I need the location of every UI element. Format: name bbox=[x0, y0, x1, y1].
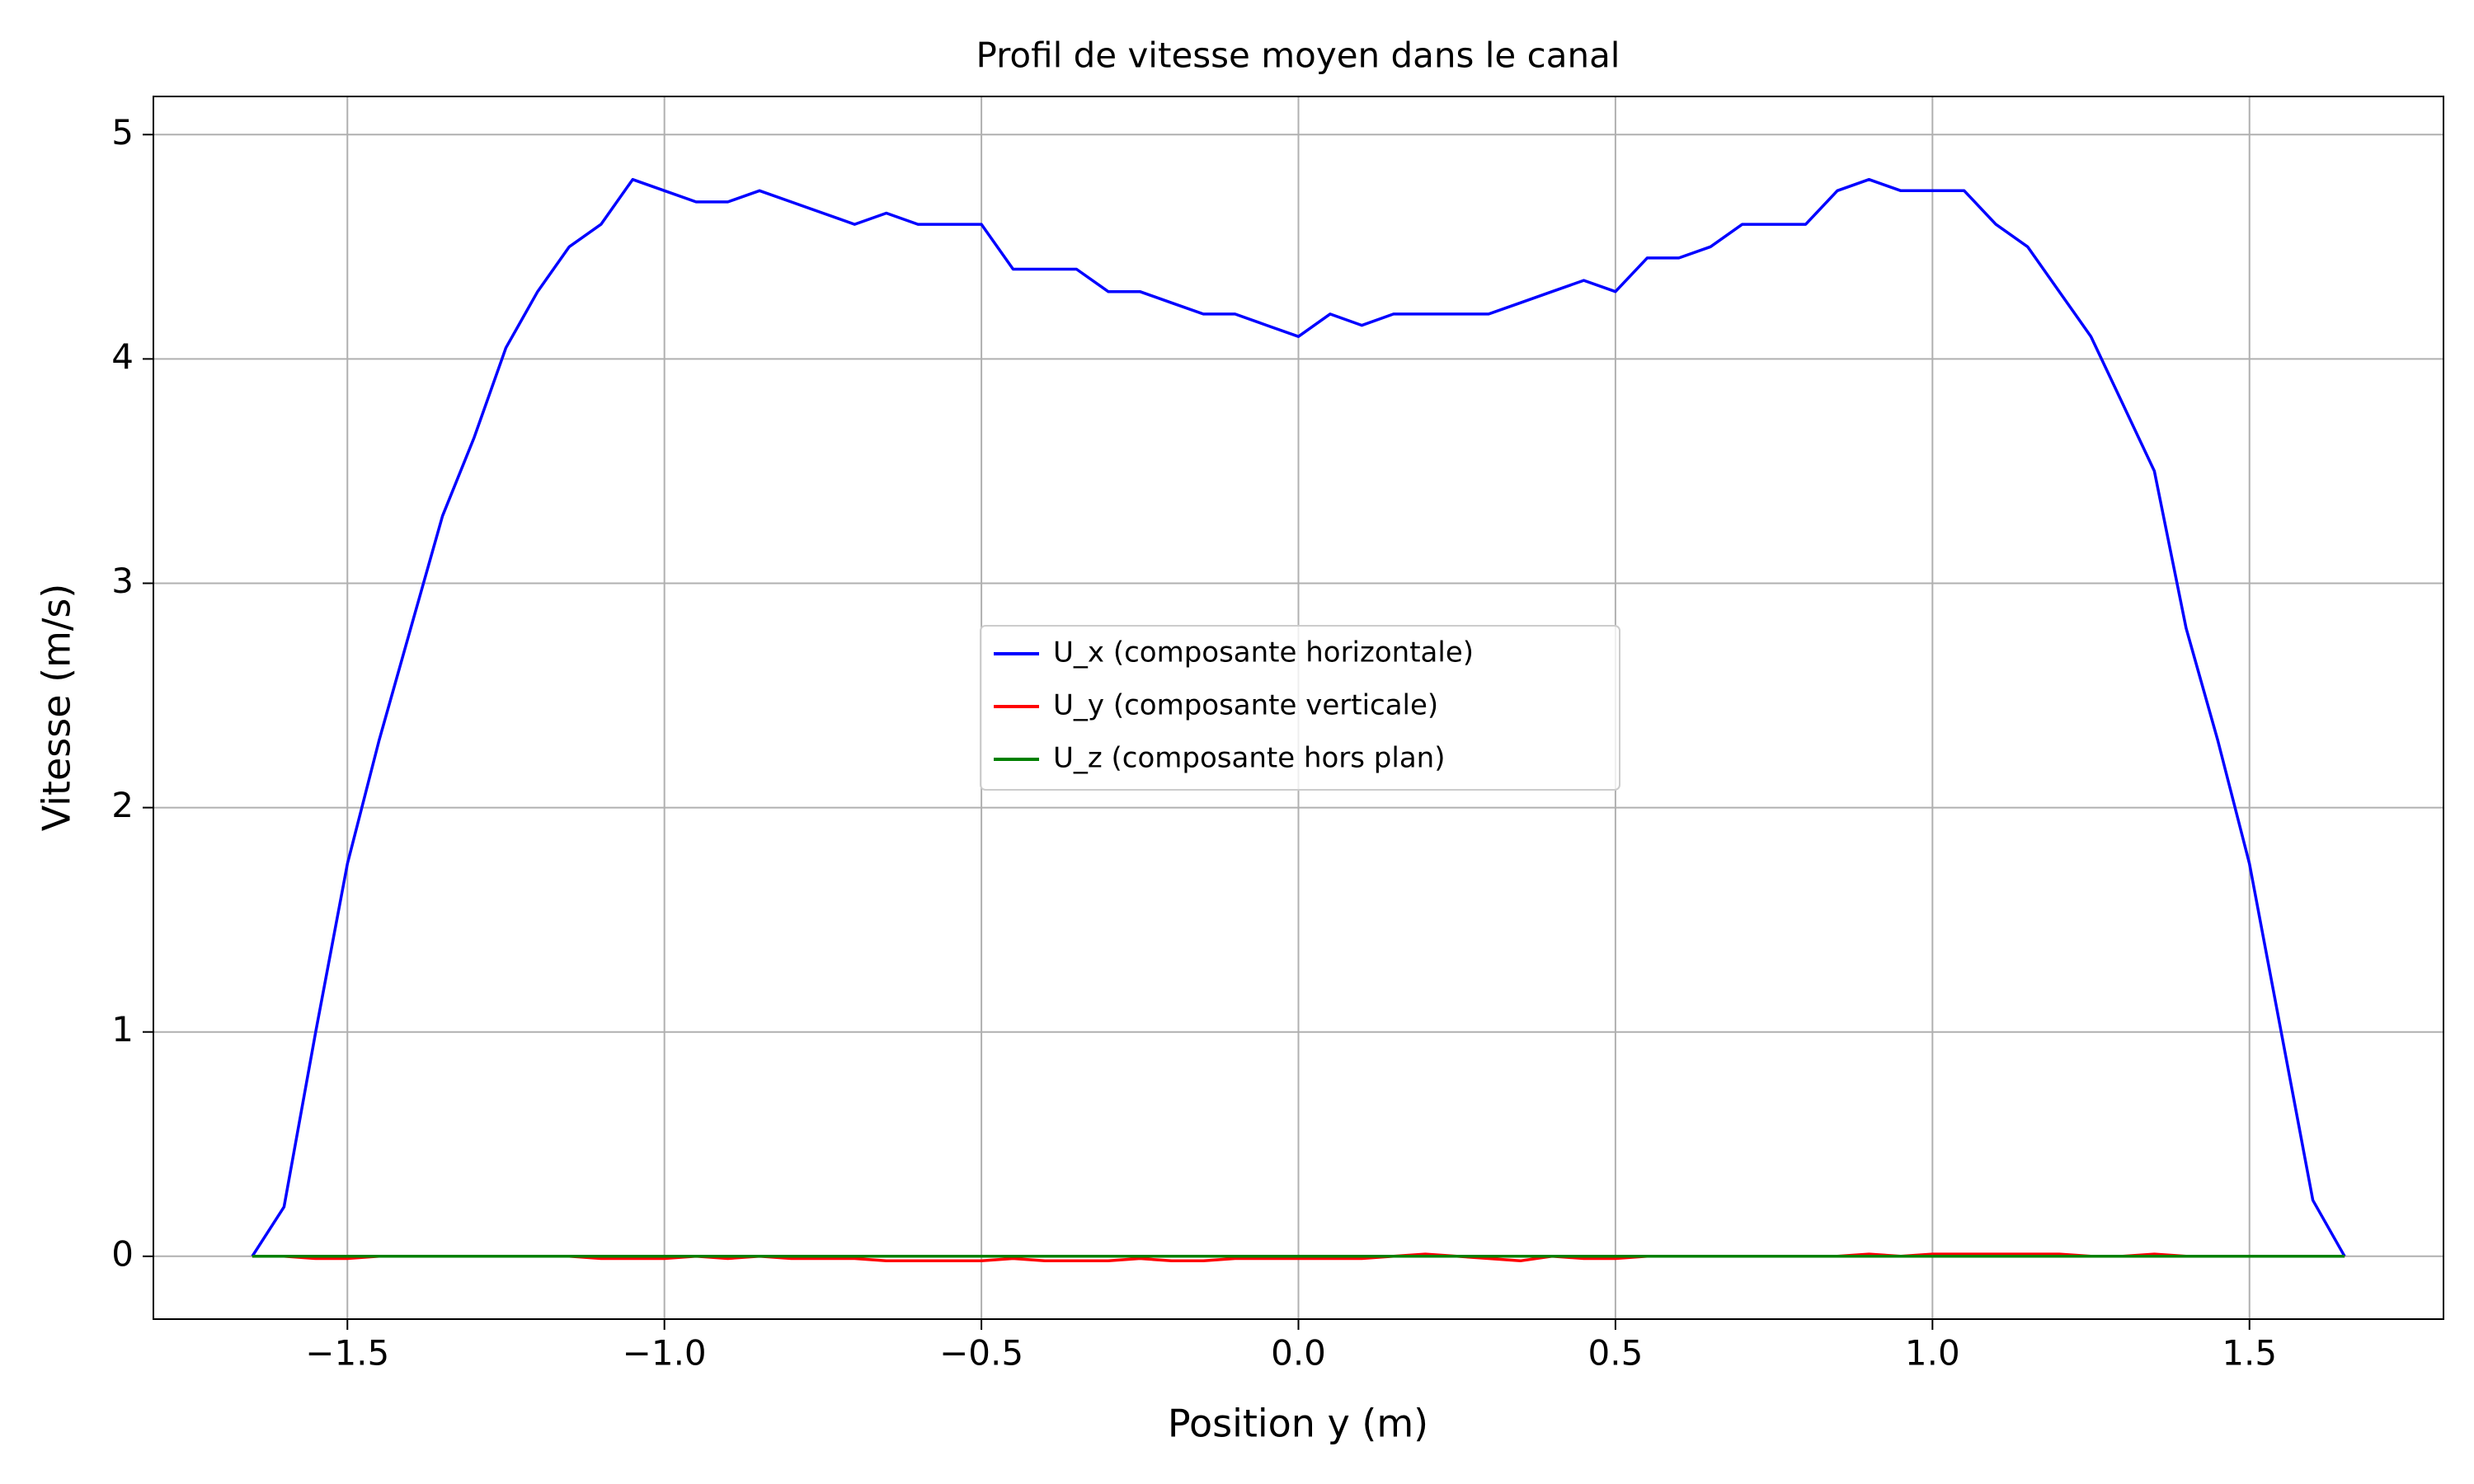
x-tick-label: 1.5 bbox=[2222, 1333, 2277, 1374]
x-tick-label: −1.5 bbox=[305, 1333, 389, 1374]
chart-title: Profil de vitesse moyen dans le canal bbox=[976, 35, 1620, 76]
y-tick-label: 1 bbox=[111, 1009, 134, 1050]
x-tick-label: 0.0 bbox=[1271, 1333, 1326, 1374]
legend-label: U_x (composante horizontale) bbox=[1053, 636, 1474, 669]
x-axis-label: Position y (m) bbox=[1168, 1402, 1428, 1446]
legend-box bbox=[980, 625, 1620, 791]
data-line bbox=[251, 177, 2346, 1257]
x-tick-label: 0.5 bbox=[1588, 1333, 1644, 1374]
x-tick-label: −0.5 bbox=[939, 1333, 1023, 1374]
y-tick-label: 2 bbox=[111, 785, 134, 825]
y-tick-label: 5 bbox=[111, 112, 134, 153]
y-tick-label: 3 bbox=[111, 561, 134, 601]
y-tick-label: 0 bbox=[111, 1233, 134, 1274]
legend-label: U_z (composante hors plan) bbox=[1053, 742, 1446, 775]
data-line bbox=[252, 1252, 2345, 1263]
legend-label: U_y (composante verticale) bbox=[1053, 689, 1438, 722]
x-tick-label: −1.0 bbox=[623, 1333, 707, 1374]
y-axis-label: Vitesse (m/s) bbox=[35, 584, 79, 832]
plot-frame bbox=[153, 96, 2444, 1320]
x-tick-label: 1.0 bbox=[1905, 1333, 1960, 1374]
y-tick-label: 4 bbox=[111, 336, 134, 377]
legend: U_x (composante horizontale) U_y (composa… bbox=[980, 625, 1620, 791]
